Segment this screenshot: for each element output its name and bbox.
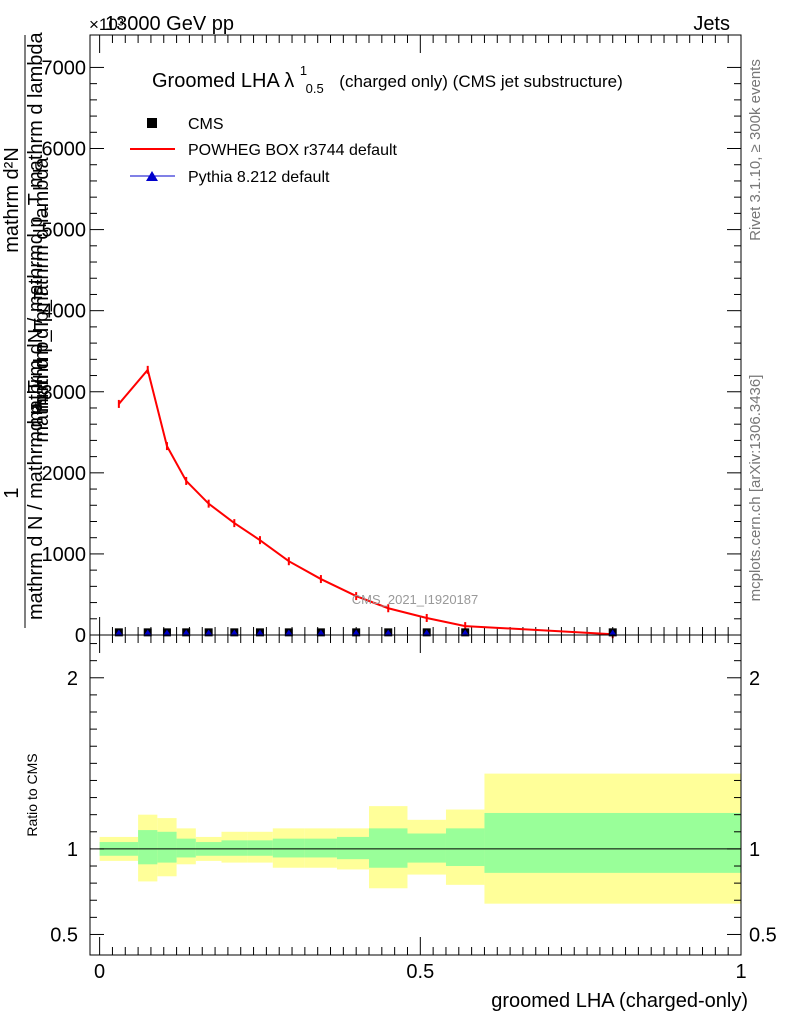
ratio-ytick-label-right: 2 [749,668,760,690]
watermark: CMS_2021_I1920187 [352,592,479,607]
legend-cms-marker [147,118,157,128]
ratio-ytick-label-right: 1 [749,839,760,861]
pythia-point [422,629,431,636]
ratio-band-inner [247,840,273,856]
ratio-band-inner [272,838,305,858]
ratio-band-inner [176,838,196,858]
pythia-point [230,629,239,636]
header-right-label: Jets [693,13,730,35]
ylabel-numerator-line2: mathrm d p_T mathrm d lambda [31,156,53,442]
plot-title-sub: 0.5 [306,81,324,96]
pythia-point [114,629,123,636]
ratio-ytick-label: 2 [67,668,78,690]
main-ytick-label: 1000 [42,544,87,566]
rivet-version-label: Rivet 3.1.10, ≥ 300k events [747,59,764,241]
ratio-axis-ticks: 0.5 0.51 12 20 0.5 1 [50,635,777,983]
pythia-point [384,629,393,636]
pythia-point [352,629,361,636]
main-ytick-label: 5000 [42,220,87,242]
exponent-label: ×10³ [89,15,124,34]
ylabel-denominator: mathrm d N / mathrmd p_T [25,380,47,620]
main-series [114,365,617,639]
ratio-ytick-label-right: 0.5 [749,924,777,946]
ratio-band-inner [484,812,741,873]
pythia-point [255,629,264,636]
ratio-ytick-label: 0.5 [50,924,78,946]
xlabel: groomed LHA (charged-only) [491,990,748,1012]
main-panel: 0 1000 2000 3000 4000 5000 6000 7000 CMS_2021_I… [1,31,742,647]
main-ytick-label: 6000 [42,139,87,161]
xtick-label: 0.5 [406,961,434,983]
ylabel-overlap: mathrm d p_T [31,288,53,412]
pythia-point [608,629,617,636]
ratio-band-inner [336,836,369,860]
ratio-band-inner [157,831,177,863]
xtick-label: 0 [94,961,105,983]
pythia-point [162,629,171,636]
plot-title-suffix: (charged only) (CMS jet substructure) [339,72,622,91]
header-left-label: 13000 GeV pp [105,13,234,35]
ratio-band-inner [138,830,158,865]
legend-pythia-marker [146,171,158,181]
legend: CMS POWHEG BOX r3744 default Pythia 8.21… [130,116,398,186]
ratio-bands [99,773,741,904]
main-ytick-label: 4000 [42,301,87,323]
legend-cms-label: CMS [188,116,224,133]
pythia-point [316,629,325,636]
pythia-point [143,629,152,636]
plot-title: Groomed LHA λ 1 0.5 (charged only) (CMS … [152,58,623,98]
plot-title-sup: 1 [300,63,307,78]
ylabel-numerator-line1: mathrm d²N [1,147,23,253]
ratio-band-inner [221,840,248,856]
ratio-band-inner [304,838,337,858]
main-ytick-label: 0 [75,625,86,647]
ylabel-numerator: mathrm dN / mathrmd p_T mathrm d lambda [25,31,47,427]
ratio-band-inner [369,828,408,868]
pythia-point [182,629,191,636]
legend-powheg-label: POWHEG BOX r3744 default [188,142,398,159]
ratio-band-inner [407,833,446,863]
plot-title-main: Groomed LHA λ [152,70,294,92]
mcplots-label: mcplots.cern.ch [arXiv:1306.3436] [747,375,764,602]
main-ytick-label: 3000 [42,382,87,404]
xtick-label: 1 [735,961,746,983]
ratio-frame [89,634,742,956]
ratio-ylabel: Ratio to CMS [24,753,40,836]
ratio-band-inner [445,828,485,867]
ratio-ytick-label: 1 [67,839,78,861]
powheg-line [118,367,613,636]
main-axis-ticks: 0 1000 2000 3000 4000 5000 6000 7000 [42,35,742,647]
main-ytick-label: 2000 [42,463,87,485]
ylabel-fraction-one: 1 [1,487,23,498]
pythia-point [204,629,213,636]
pythia-point [461,629,470,636]
ratio-panel: 0.5 0.51 12 20 0.5 1 Ratio to CMS groomed LHA… [24,634,777,1012]
main-ytick-label: 7000 [42,57,87,79]
pythia-point [284,629,293,636]
legend-pythia-label: Pythia 8.212 default [188,169,330,186]
